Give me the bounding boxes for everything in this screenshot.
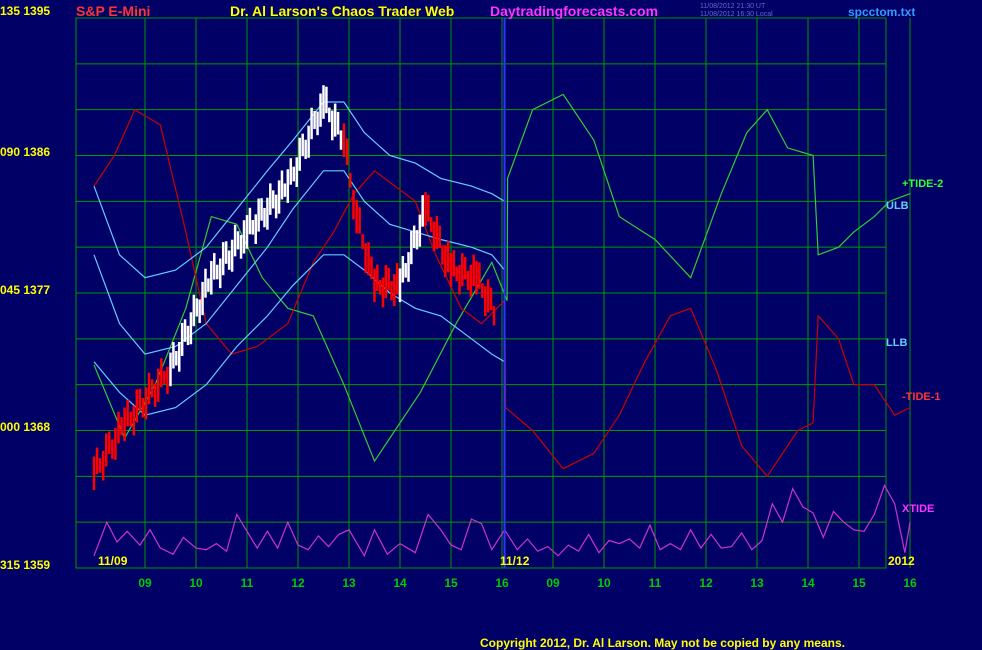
- x-tick-label: 12: [699, 576, 713, 590]
- x-tick-label: 16: [903, 576, 917, 590]
- price-bars: [92, 85, 496, 491]
- series-tide_plus: [93, 93, 911, 463]
- x-tick-label: 13: [750, 576, 764, 590]
- x-tick-label: 11: [648, 576, 662, 590]
- x-tick-label: 13: [342, 576, 356, 590]
- x-tick-label: 12: [291, 576, 305, 590]
- label-llb: LLB: [886, 337, 908, 349]
- chart-grid: [75, 17, 911, 569]
- x-tick-label: 09: [138, 576, 152, 590]
- copyright-notice: Copyright 2012, Dr. Al Larson. May not b…: [480, 636, 845, 650]
- series-llb: [93, 254, 505, 416]
- y-label-2: 090 1386: [0, 145, 51, 159]
- x-tick-label: 10: [597, 576, 611, 590]
- label-ulb: ULB: [886, 200, 909, 212]
- label-tide-minus: -TIDE-1: [902, 391, 941, 403]
- series-xtide: [93, 484, 911, 558]
- date-label-year: 2012: [888, 554, 915, 568]
- y-label-3: 045 1377: [0, 283, 51, 297]
- timestamp-local: 11/08/2012 16:30 Local: [700, 11, 773, 18]
- chart-series: [93, 93, 911, 558]
- x-tick-label: 14: [393, 576, 407, 590]
- series-mid_band: [93, 170, 506, 355]
- date-label-mid: 11/12: [500, 554, 530, 568]
- label-xtide: XTIDE: [902, 503, 935, 515]
- x-tick-label: 10: [189, 576, 203, 590]
- x-tick-label: 09: [546, 576, 560, 590]
- x-tick-label: 11: [240, 576, 254, 590]
- timestamp-ut: 11/08/2012 21:30 UT: [700, 3, 766, 10]
- x-tick-label: 14: [801, 576, 815, 590]
- date-label-start: 11/09: [98, 554, 128, 568]
- x-tick-label: 15: [444, 576, 458, 590]
- y-label-bottom: 315 1359: [0, 558, 51, 572]
- data-file-name: spcctom.txt: [848, 5, 916, 19]
- x-tick-label: 15: [852, 576, 866, 590]
- y-label-4: 000 1368: [0, 420, 51, 434]
- y-label-top: 135 1395: [0, 4, 51, 18]
- symbol-title: S&P E-Mini: [76, 3, 151, 19]
- x-tick-label: 16: [495, 576, 509, 590]
- chart-title: Dr. Al Larson's Chaos Trader Web: [230, 3, 455, 19]
- site-link[interactable]: Daytradingforecasts.com: [490, 3, 659, 19]
- label-tide-plus: +TIDE-2: [902, 178, 944, 190]
